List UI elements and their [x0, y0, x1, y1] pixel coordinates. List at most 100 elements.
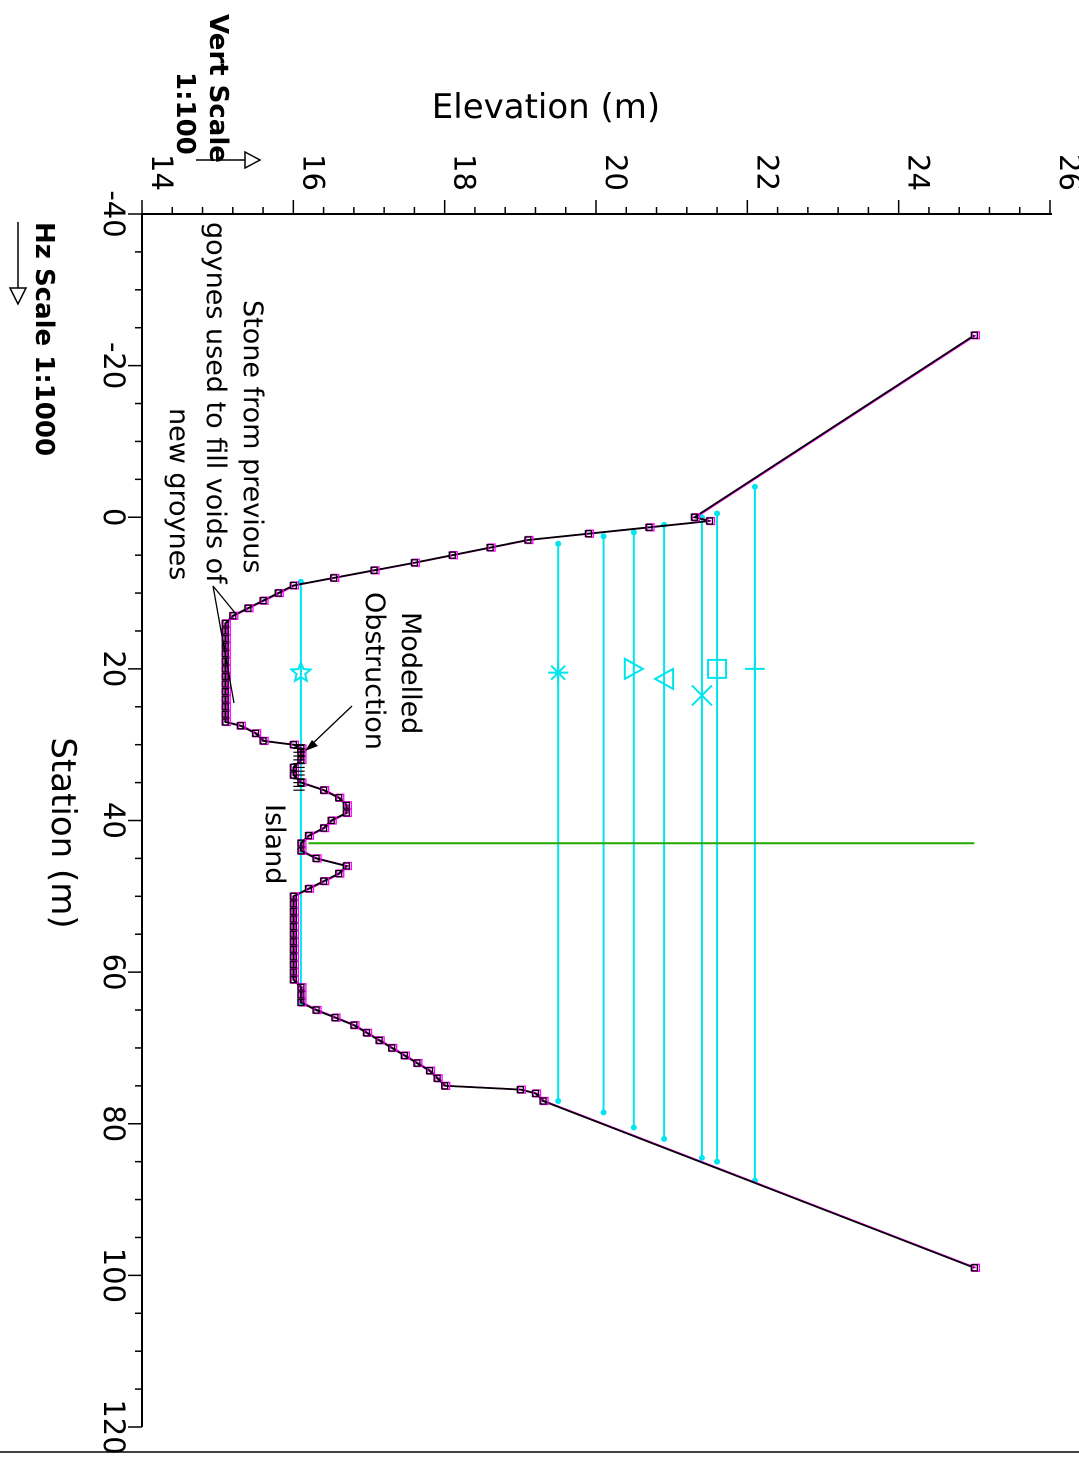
ground-point: [388, 1044, 396, 1052]
ground-point: [289, 960, 297, 969]
ground-point: [362, 1029, 371, 1037]
ground-point: [289, 953, 297, 961]
water-markers: [288, 657, 765, 707]
annotation-stone: Stone from previous goynes used to fill …: [163, 222, 268, 704]
ground-point: [375, 1036, 383, 1045]
y-axis-title: Elevation (m): [432, 87, 660, 127]
ground-point: [289, 976, 297, 984]
ground-point: [251, 729, 260, 737]
ground-point: [289, 915, 297, 923]
ground-point: [221, 695, 229, 703]
hz-scale-label: Hz Scale 1:1000: [29, 222, 59, 456]
water-surface-end: [698, 1154, 705, 1161]
ground-point: [289, 900, 297, 908]
elevation-tick-label: 18: [448, 154, 482, 191]
ground-point: [312, 1006, 320, 1014]
annotation-obstruction-line-2: Obstruction: [359, 592, 390, 750]
ground-point: [690, 513, 699, 521]
ground-point: [304, 832, 313, 840]
water-marker-triangle-right: [623, 657, 645, 681]
ground-point: [289, 945, 297, 954]
water-surface-end: [751, 483, 758, 490]
ticks: 14 16 18 20 22 24 26 -40 -20 0 20 40 60 80 100 120: [97, 154, 1079, 1455]
water-surfaces: [297, 483, 758, 1184]
vert-scale-title: Vert Scale: [203, 14, 233, 163]
ground-point: [330, 574, 338, 582]
x-axis-title: Station (m): [43, 737, 83, 928]
vert-scale-arrow-head: [244, 150, 262, 170]
water-surface-end: [555, 540, 562, 547]
elevation-tick-label: 16: [296, 154, 330, 191]
elevation-tick-label: 22: [750, 154, 784, 191]
elevation-tick-label: 26: [1053, 154, 1079, 191]
ground-point: [221, 680, 229, 688]
ground-point: [289, 938, 297, 946]
ground-point: [319, 824, 328, 832]
annotation-obstruction-leader: [309, 705, 353, 747]
ground-point: [584, 530, 593, 538]
station-tick-label: -20: [97, 342, 131, 389]
water-surface-end: [714, 510, 721, 517]
annotation-obstruction-line-1: Modelled: [395, 612, 426, 734]
ground-point: [221, 657, 229, 665]
ground-point: [645, 523, 653, 532]
ground-point: [425, 1067, 434, 1075]
water-surface-end: [630, 1124, 637, 1131]
ground-point: [524, 536, 532, 544]
station-tick-label: 0: [97, 508, 131, 526]
ground-point: [516, 1085, 524, 1094]
hz-scale-arrow-head: [8, 287, 28, 306]
ground-point: [221, 672, 229, 681]
ground-point: [229, 612, 237, 620]
ground-point: [441, 1082, 449, 1090]
ground-point: [319, 877, 328, 885]
ground-point: [297, 991, 305, 999]
ground-point: [289, 922, 297, 931]
ground-point: [289, 892, 297, 900]
elevation-tick-label: 14: [145, 154, 179, 191]
annotation-obstruction-arrowhead: [305, 740, 318, 751]
ground-point: [297, 998, 305, 1007]
ground-point: [289, 968, 297, 976]
annotation-obstruction: Modelled Obstruction: [305, 592, 426, 751]
ground-point: [433, 1074, 441, 1082]
ground-point: [244, 604, 252, 612]
ground-point: [448, 551, 456, 559]
ground-point: [221, 627, 229, 635]
ground-point: [539, 1097, 547, 1105]
water-marker-star: [288, 660, 313, 683]
ground-point: [970, 331, 978, 339]
station-tick-label: 60: [97, 954, 131, 991]
ground-point: [342, 801, 350, 809]
ground-point: [289, 581, 297, 590]
ground-point: [259, 737, 267, 745]
ground-point: [331, 1013, 339, 1022]
elevation-tick-label: 24: [902, 154, 936, 191]
annotation-island: Island: [259, 804, 290, 884]
water-marker-square: [707, 658, 728, 679]
water-surface-end: [600, 1109, 607, 1116]
ground-point: [221, 687, 229, 696]
ground-point: [370, 566, 378, 574]
ground-point: [221, 619, 229, 628]
ground-point: [274, 589, 282, 597]
station-tick-label: 100: [97, 1248, 131, 1303]
hz-scale-indicator: Hz Scale 1:1000: [8, 222, 59, 456]
annotation-stone-line-1: Stone from previous: [237, 300, 268, 573]
annotation-stone-leader-2: [212, 585, 235, 704]
station-tick-label: 120: [97, 1399, 131, 1454]
vert-scale-indicator: Vert Scale 1:100: [170, 14, 262, 170]
station-tick-label: 40: [97, 802, 131, 839]
ground-point: [531, 1089, 540, 1098]
ground-point: [413, 1059, 421, 1067]
ground-point: [297, 983, 305, 991]
water-surface-end: [600, 533, 607, 540]
ground-point: [319, 786, 328, 794]
station-tick-label: -40: [97, 190, 131, 237]
elevation-tick-label: 20: [599, 154, 633, 191]
station-tick-label: 20: [97, 650, 131, 687]
water-marker-triangle-left: [653, 667, 675, 691]
water-surface-end: [555, 1098, 562, 1105]
ground-point: [410, 559, 419, 567]
ground-point: [304, 885, 313, 893]
